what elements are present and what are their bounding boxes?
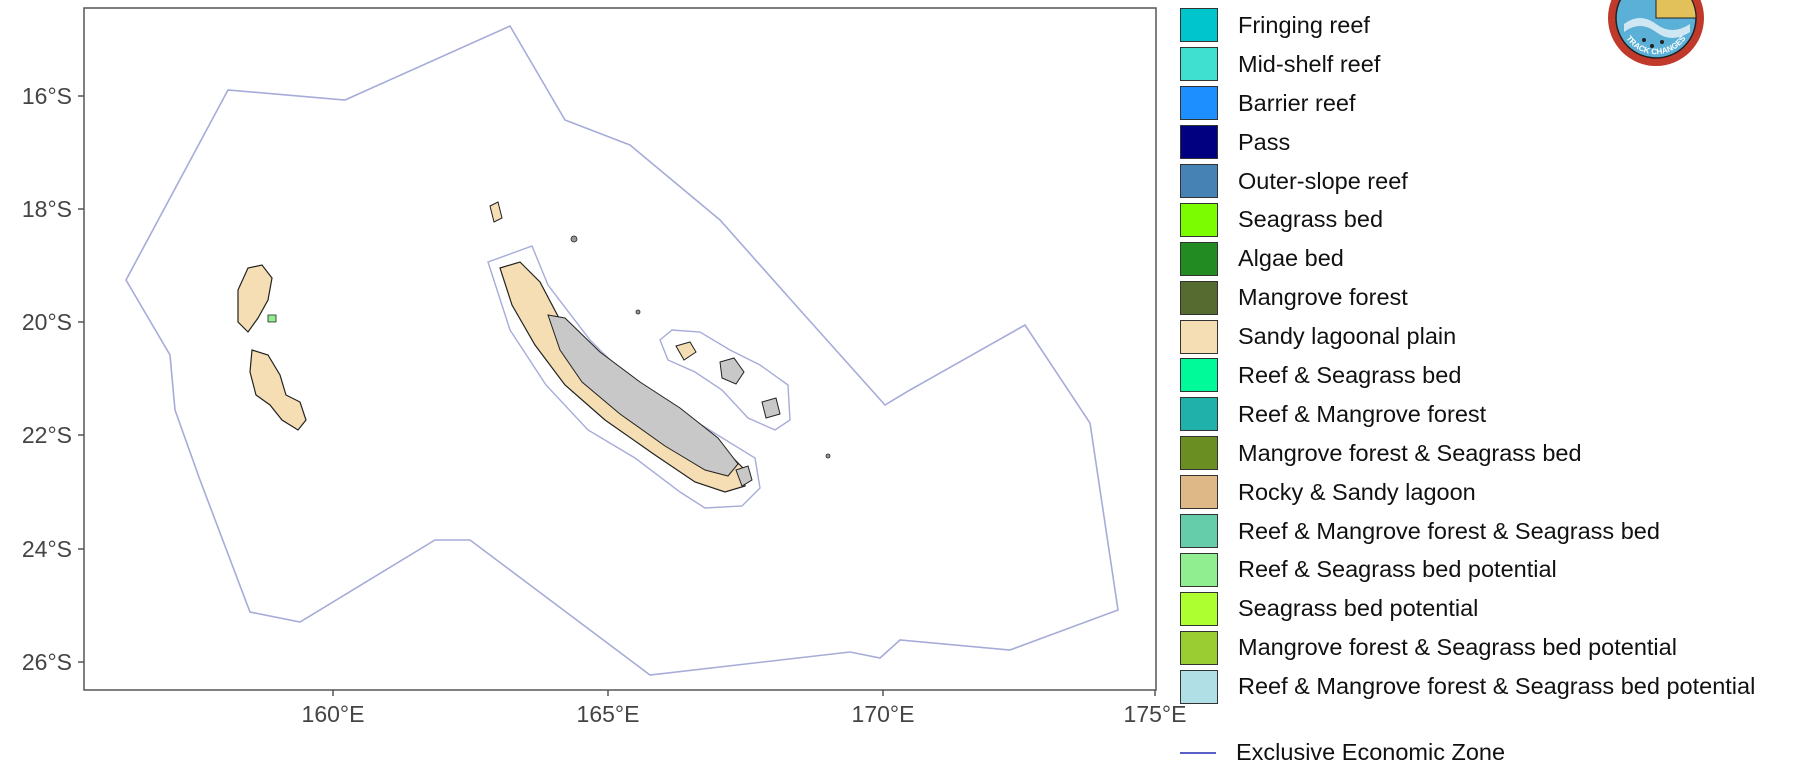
legend-item: Mangrove forest & Seagrass bed potential xyxy=(1180,628,1755,667)
legend-label: Mangrove forest & Seagrass bed potential xyxy=(1238,634,1677,661)
legend-swatch xyxy=(1180,591,1218,626)
legend-item: Mangrove forest xyxy=(1180,278,1755,317)
legend-swatch xyxy=(1180,358,1218,393)
bellona-reefs xyxy=(249,349,307,431)
entrecasteaux-reefs xyxy=(489,201,503,223)
legend-label: Reef & Mangrove forest & Seagrass bed xyxy=(1238,517,1660,544)
y-tick-label: 18°S xyxy=(22,196,72,222)
x-tick-label: 165°E xyxy=(577,701,640,727)
loyalty-islands-lagoon xyxy=(659,329,791,431)
x-tick-label: 175°E xyxy=(1124,701,1187,727)
legend-item: Pass xyxy=(1180,123,1755,162)
ouvea xyxy=(675,341,697,361)
legend-item: Reef & Seagrass bed potential xyxy=(1180,550,1755,589)
legend-label: Mangrove forest xyxy=(1238,284,1408,311)
legend-label: Reef & Seagrass bed xyxy=(1238,361,1462,388)
legend-swatch xyxy=(1180,319,1218,354)
lifou xyxy=(719,357,745,385)
small-reef-1 xyxy=(267,314,277,323)
small-islet-1 xyxy=(570,235,578,243)
legend-label: Sandy lagoonal plain xyxy=(1238,323,1457,350)
eez-legend-line xyxy=(1180,751,1216,754)
legend-label: Rocky & Sandy lagoon xyxy=(1238,478,1476,505)
legend-item: Reef & Mangrove forest xyxy=(1180,395,1755,434)
legend-label: Mangrove forest & Seagrass bed xyxy=(1238,439,1582,466)
legend-item: Seagrass bed xyxy=(1180,200,1755,239)
legend-item: Reef & Mangrove forest & Seagrass bed xyxy=(1180,512,1755,551)
legend-swatch xyxy=(1180,669,1218,704)
legend-swatch xyxy=(1180,86,1218,121)
legend-item: Mangrove forest & Seagrass bed xyxy=(1180,434,1755,473)
mare xyxy=(761,397,781,419)
y-tick-label: 26°S xyxy=(22,649,72,675)
legend-item: Sandy lagoonal plain xyxy=(1180,317,1755,356)
eez-boundary xyxy=(125,24,1119,676)
habitat-legend: Fringing reef Mid-shelf reef Barrier reef P… xyxy=(1180,6,1755,706)
legend-item: Fringing reef xyxy=(1180,6,1755,45)
legend-label: Reef & Mangrove forest xyxy=(1238,400,1487,427)
y-axis-ticks xyxy=(78,95,84,663)
legend-label: Reef & Mangrove forest & Seagrass bed po… xyxy=(1238,673,1756,700)
legend-label: Seagrass bed xyxy=(1238,206,1384,233)
legend-swatch xyxy=(1180,47,1218,82)
track-changes-logo: TRACK CHANGES xyxy=(1608,0,1704,66)
eez-legend: Exclusive Economic Zone xyxy=(1180,739,1505,766)
legend-item: Barrier reef xyxy=(1180,84,1755,123)
legend-item: Algae bed xyxy=(1180,239,1755,278)
y-tick-label: 20°S xyxy=(22,309,72,335)
legend-item: Reef & Seagrass bed xyxy=(1180,356,1755,395)
legend-item: Seagrass bed potential xyxy=(1180,589,1755,628)
legend-item: Rocky & Sandy lagoon xyxy=(1180,473,1755,512)
y-tick-label: 22°S xyxy=(22,422,72,448)
legend-swatch xyxy=(1180,436,1218,471)
legend-swatch xyxy=(1180,552,1218,587)
legend-label: Mid-shelf reef xyxy=(1238,50,1381,77)
legend-label: Barrier reef xyxy=(1238,89,1356,116)
legend-label: Fringing reef xyxy=(1238,11,1370,38)
x-tick-label: 170°E xyxy=(852,701,915,727)
map-panel xyxy=(83,7,1157,691)
small-islet-2 xyxy=(635,309,641,315)
grande-terre-lagoon xyxy=(487,245,761,509)
legend-swatch xyxy=(1180,514,1218,549)
isle-of-pines xyxy=(735,465,753,487)
legend-swatch xyxy=(1180,164,1218,198)
legend-item: Mid-shelf reef xyxy=(1180,45,1755,84)
legend-swatch xyxy=(1180,280,1218,315)
legend-swatch xyxy=(1180,241,1218,276)
legend-swatch xyxy=(1180,8,1218,43)
legend-swatch xyxy=(1180,202,1218,237)
legend-label: Pass xyxy=(1238,128,1291,155)
legend-swatch xyxy=(1180,630,1218,665)
legend-swatch xyxy=(1180,397,1218,432)
legend-label: Outer-slope reef xyxy=(1238,167,1408,194)
legend-swatch xyxy=(1180,475,1218,510)
x-axis-ticks xyxy=(332,690,1156,696)
y-tick-label: 16°S xyxy=(22,83,72,109)
legend-item: Reef & Mangrove forest & Seagrass bed po… xyxy=(1180,667,1755,706)
legend-label: Seagrass bed potential xyxy=(1238,595,1479,622)
legend-item: Outer-slope reef xyxy=(1180,162,1755,201)
legend-label: Algae bed xyxy=(1238,245,1344,272)
legend-label: Reef & Seagrass bed potential xyxy=(1238,556,1557,583)
chesterfield-islands xyxy=(237,264,273,333)
legend-swatch xyxy=(1180,125,1218,160)
eez-legend-label: Exclusive Economic Zone xyxy=(1236,739,1506,765)
small-islet-3 xyxy=(825,453,831,459)
grande-terre-land xyxy=(547,314,739,477)
x-tick-label: 160°E xyxy=(302,701,365,727)
y-tick-label: 24°S xyxy=(22,536,72,562)
